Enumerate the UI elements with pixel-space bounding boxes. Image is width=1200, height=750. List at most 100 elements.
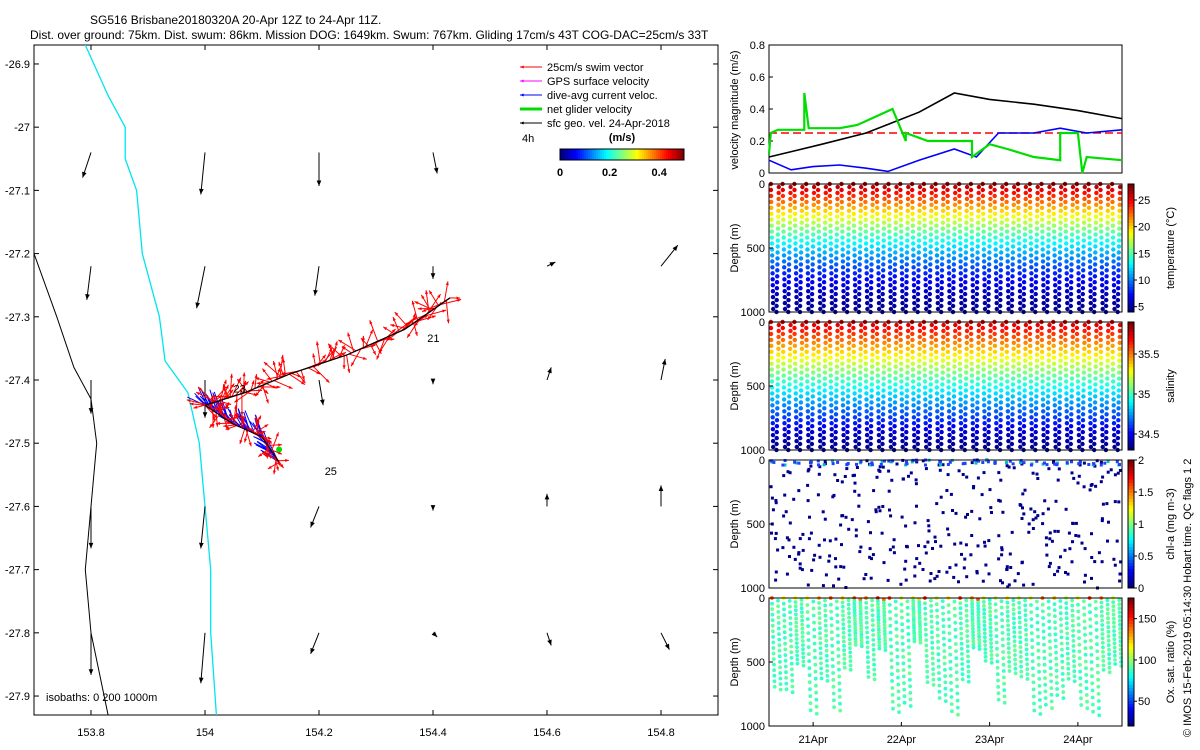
section-colorbar-cell	[1128, 370, 1134, 374]
section-point	[851, 205, 856, 210]
section-point	[806, 499, 810, 503]
section-point	[828, 355, 833, 360]
section-point	[853, 481, 857, 485]
section-point	[800, 618, 804, 623]
section-point	[888, 609, 892, 614]
section-point	[922, 349, 927, 354]
section-point	[925, 675, 930, 679]
section-point	[1116, 268, 1121, 273]
section-point	[933, 337, 939, 343]
section-point	[798, 566, 802, 570]
section-point	[1031, 673, 1036, 678]
section-point	[1094, 628, 1099, 632]
section-point	[770, 289, 776, 294]
section-point	[845, 400, 851, 405]
swim-vector-head	[256, 418, 260, 423]
section-point	[1007, 583, 1011, 587]
section-point	[958, 283, 964, 288]
section-point	[1076, 616, 1081, 620]
section-point	[1092, 424, 1097, 429]
section-point	[804, 193, 809, 199]
section-point	[924, 659, 929, 664]
section-point	[976, 603, 981, 608]
section-point	[1063, 211, 1068, 216]
section-point	[787, 250, 792, 255]
section-point	[853, 616, 857, 621]
section-point	[772, 668, 776, 673]
section-point	[1046, 364, 1051, 369]
geo-vector-head	[658, 485, 664, 491]
section-point	[866, 655, 870, 660]
section-point	[959, 646, 964, 651]
colorbar-cell	[648, 149, 651, 160]
section-point	[811, 364, 816, 369]
section-point	[963, 268, 968, 273]
section-point	[777, 648, 782, 653]
colorbar-cell	[602, 149, 605, 160]
section-point	[1077, 462, 1081, 466]
section-point	[911, 391, 916, 396]
section-point	[781, 397, 787, 402]
section-point	[904, 412, 909, 417]
section-point	[828, 247, 834, 252]
section-point	[869, 280, 874, 285]
section-point	[1058, 352, 1063, 357]
section-point	[829, 609, 833, 614]
swim-vector-head	[376, 355, 380, 360]
section-point	[911, 598, 916, 603]
section-point	[921, 568, 925, 571]
section-point	[1011, 364, 1016, 369]
section-point	[865, 640, 870, 645]
section-point	[804, 187, 809, 193]
section-point	[1116, 274, 1121, 279]
section-point	[923, 294, 929, 300]
section-point	[1105, 370, 1110, 375]
section-point	[781, 247, 787, 252]
section-point	[811, 346, 816, 351]
section-point	[800, 639, 805, 643]
swim-vector-head	[260, 379, 265, 384]
section-point	[1021, 286, 1027, 291]
section-point	[864, 415, 869, 420]
section-point	[900, 615, 904, 620]
section-point	[1118, 631, 1123, 635]
section-point	[846, 382, 851, 387]
section-point	[816, 241, 822, 246]
section-point	[993, 229, 998, 234]
section-point	[1064, 611, 1069, 616]
section-point	[1047, 334, 1052, 340]
section-point	[817, 606, 822, 610]
section-point	[998, 412, 1003, 417]
section-point	[793, 265, 799, 270]
section-point	[1104, 297, 1109, 303]
section-point	[1011, 340, 1016, 345]
section-point	[1060, 659, 1065, 664]
section-point	[1051, 223, 1057, 228]
section-point	[917, 358, 922, 363]
section-point	[928, 262, 933, 267]
section-point	[1052, 379, 1057, 384]
section-point	[916, 250, 921, 255]
section-point	[937, 671, 941, 675]
section-point	[833, 406, 839, 411]
section-point	[903, 441, 909, 447]
section-point	[946, 463, 950, 466]
section-point	[1045, 268, 1051, 273]
section-point	[887, 265, 893, 270]
section-point	[982, 444, 988, 450]
section-colorbar-cell	[1128, 700, 1134, 705]
section-point	[775, 388, 780, 393]
section-point	[847, 328, 852, 334]
section-point	[1035, 196, 1040, 202]
section-point	[786, 400, 792, 405]
section-point	[1035, 627, 1040, 632]
section-point	[982, 611, 987, 616]
section-point	[782, 415, 787, 420]
section-point	[976, 220, 981, 225]
section-point	[935, 277, 940, 282]
section-point	[988, 613, 993, 618]
section-point	[799, 232, 804, 237]
section-point	[812, 641, 817, 646]
section-point	[1029, 610, 1034, 614]
section-point	[822, 370, 828, 375]
